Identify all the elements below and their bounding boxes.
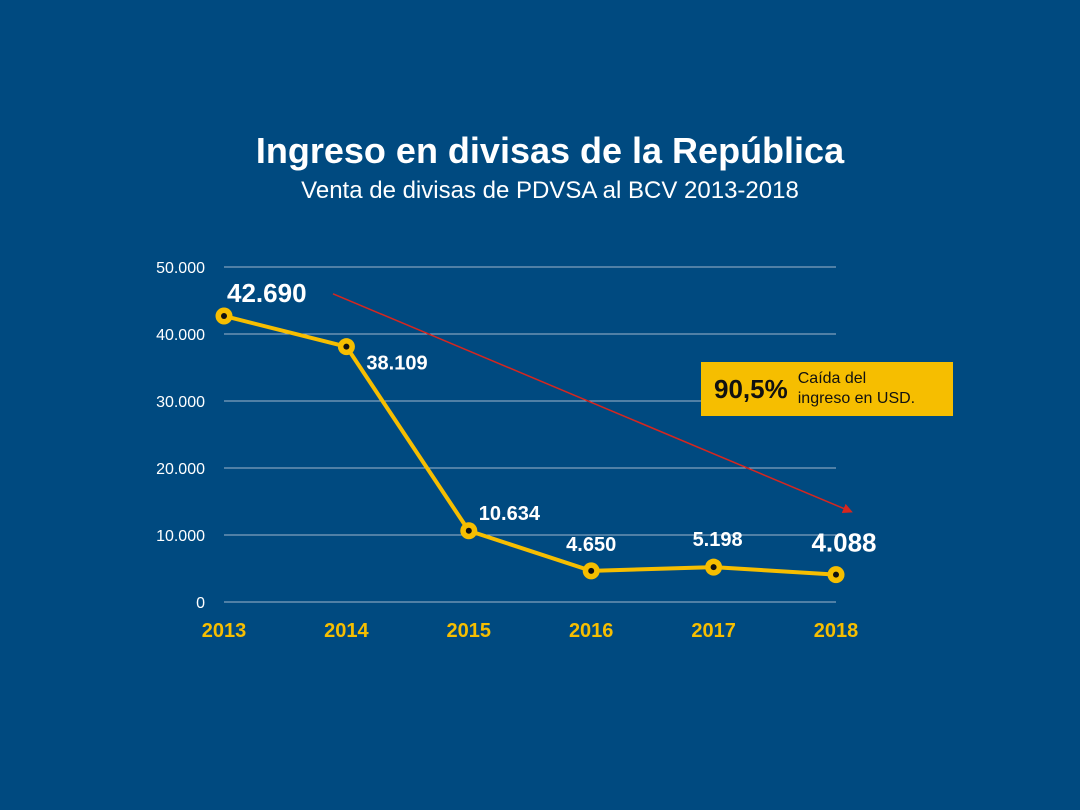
y-tick-label: 0 — [196, 595, 205, 612]
data-label: 4.650 — [566, 534, 616, 556]
data-label: 42.690 — [227, 278, 307, 308]
decline-desc-line2: ingreso en USD. — [797, 390, 916, 407]
x-tick-label: 2016 — [569, 620, 614, 642]
series-line — [222, 313, 838, 577]
x-tick-label: 2014 — [324, 620, 369, 642]
data-label: 4.088 — [811, 528, 876, 558]
data-point-center — [588, 567, 595, 574]
data-point-center — [710, 564, 717, 571]
trend-arrow — [332, 293, 853, 514]
data-label: 38.109 — [366, 353, 427, 375]
y-tick-label: 20.000 — [156, 461, 205, 478]
y-tick-label: 30.000 — [156, 394, 205, 411]
data-point — [460, 522, 478, 540]
chart-title: Ingreso en divisas de la República — [255, 130, 845, 171]
decline-description: Caída del ingreso en USD. — [798, 369, 915, 409]
data-label: 5.198 — [693, 529, 743, 551]
x-tick-label: 2018 — [814, 620, 859, 642]
data-point — [582, 562, 600, 580]
y-tick-label: 50.000 — [156, 260, 205, 277]
data-point-center — [343, 343, 350, 350]
x-tick-label: 2013 — [202, 620, 247, 642]
data-point-center — [833, 571, 839, 578]
chart-subtitle: Venta de divisas de PDVSA al BCV 2013-20… — [301, 177, 799, 204]
data-point-center — [465, 527, 472, 534]
data-point — [705, 558, 723, 576]
y-tick-label: 10.000 — [156, 528, 205, 545]
x-tick-label: 2017 — [691, 620, 736, 642]
y-tick-label: 40.000 — [156, 327, 205, 344]
data-label: 10.634 — [479, 503, 541, 525]
data-point-center — [221, 312, 227, 319]
decline-percent: 90,5% — [714, 373, 788, 404]
data-point — [337, 338, 355, 356]
x-tick-label: 2015 — [447, 620, 492, 642]
data-point — [827, 566, 845, 584]
data-point — [215, 307, 233, 325]
decline-desc-line1: Caída del — [797, 370, 867, 387]
decline-callout: 90,5% Caída del ingreso en USD. — [701, 362, 953, 416]
